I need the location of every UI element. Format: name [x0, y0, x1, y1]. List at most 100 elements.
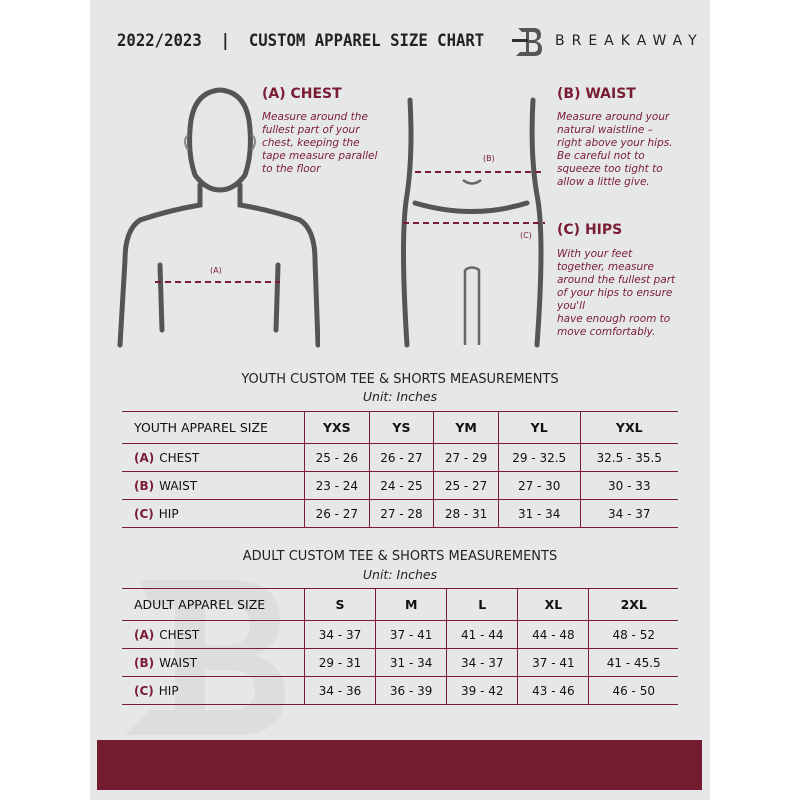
size-value-cell: 36 - 39 — [375, 676, 447, 705]
size-value-cell: 46 - 50 — [588, 676, 678, 705]
measurement-code: (C) — [134, 506, 154, 521]
size-column-header: YXS — [304, 411, 370, 444]
table-row: (C) HIP 34 - 36 36 - 39 39 - 42 43 - 46 46 - 5… — [122, 676, 678, 705]
waist-heading: (B) WAIST — [557, 86, 636, 102]
size-column-header: YL — [497, 411, 581, 444]
description-line: Measure around your — [557, 111, 670, 123]
description-line: chest, keeping the — [262, 137, 360, 149]
size-column-header: 2XL — [588, 588, 678, 621]
adult-section-title: ADULT CUSTOM TEE & SHORTS MEASUREMENTS — [242, 549, 558, 564]
size-value-cell: 44 - 48 — [517, 620, 589, 649]
size-value-cell: 26 - 27 — [368, 443, 434, 472]
youth-size-table: YOUTH APPAREL SIZE YXS YS YM YL YXL (A) CHEST 25… — [122, 411, 678, 528]
brand-name: BREAKAWAY — [555, 33, 704, 49]
adult-size-table: ADULT APPAREL SIZE S M L XL 2XL (A) CHEST 34 - 3… — [122, 588, 678, 705]
size-value-cell: 26 - 27 — [304, 499, 370, 528]
size-value-cell: 34 - 36 — [303, 676, 376, 705]
waist-line-label: (B) — [483, 154, 495, 163]
size-value-cell: 31 - 34 — [497, 499, 581, 528]
measurement-label: (B) WAIST — [122, 648, 305, 677]
youth-section-title: YOUTH CUSTOM TEE & SHORTS MEASUREMENTS — [241, 372, 559, 387]
description-line: together, measure — [557, 261, 654, 273]
size-value-cell: 48 - 52 — [588, 620, 678, 649]
size-value-cell: 24 - 25 — [368, 471, 434, 500]
description-line: Be careful not to — [557, 150, 645, 162]
size-row-label: YOUTH APPAREL SIZE — [122, 411, 305, 444]
measurement-code: (A) — [134, 450, 155, 465]
measurement-code: (B) — [134, 478, 155, 493]
size-value-cell: 37 - 41 — [375, 620, 447, 649]
chest-line-label: (A) — [210, 266, 222, 275]
table-row: (C) HIP 26 - 27 27 - 28 28 - 31 31 - 34 34 - 3… — [122, 499, 678, 528]
description-line: fullest part of your — [262, 124, 360, 136]
size-value-cell: 27 - 28 — [368, 499, 434, 528]
table-header-row: ADULT APPAREL SIZE S M L XL 2XL — [122, 588, 678, 621]
size-value-cell: 29 - 32.5 — [497, 443, 581, 472]
measurement-code: (B) — [134, 655, 155, 670]
table-row: (A) CHEST 25 - 26 26 - 27 27 - 29 29 - 32.5 32… — [122, 443, 678, 472]
description-line: around the fullest part — [557, 274, 676, 286]
description-line: of your hips to ensure — [557, 287, 673, 299]
size-column-header: YS — [368, 411, 434, 444]
description-line: squeeze too tight to — [557, 163, 663, 175]
upper-body-figure — [117, 87, 320, 348]
size-column-header: M — [375, 588, 447, 621]
size-value-cell: 29 - 31 — [303, 648, 376, 677]
measurement-name: HIP — [158, 506, 179, 521]
measurement-label: (B) WAIST — [122, 471, 305, 500]
measurement-label: (C) HIP — [122, 499, 305, 528]
size-column-header: S — [303, 588, 376, 621]
size-column-header: XL — [517, 588, 589, 621]
description-line: right above your hips. — [557, 137, 673, 149]
lower-body-figure — [401, 97, 545, 348]
size-column-header: YXL — [579, 411, 678, 444]
size-value-cell: 34 - 37 — [303, 620, 376, 649]
size-value-cell: 32.5 - 35.5 — [579, 443, 678, 472]
breakaway-logo-icon — [512, 28, 542, 56]
size-value-cell: 37 - 41 — [517, 648, 589, 677]
measurement-name: WAIST — [159, 655, 198, 670]
size-value-cell: 43 - 46 — [517, 676, 589, 705]
hips-heading: (C) HIPS — [557, 222, 623, 238]
size-value-cell: 31 - 34 — [375, 648, 447, 677]
size-value-cell: 27 - 29 — [433, 443, 499, 472]
hips-line-label: (C) — [520, 231, 532, 240]
size-value-cell: 25 - 26 — [304, 443, 370, 472]
size-value-cell: 41 - 45.5 — [588, 648, 678, 677]
table-row: (B) WAIST 23 - 24 24 - 25 25 - 27 27 - 30 30 -… — [122, 471, 678, 500]
hips-description: With your feet together, measure around th… — [557, 248, 675, 339]
size-value-cell: 30 - 33 — [579, 471, 678, 500]
measurement-label: (C) HIP — [122, 676, 305, 705]
description-line: With your feet — [557, 248, 633, 260]
description-line: to the floor — [262, 163, 321, 175]
size-value-cell: 23 - 24 — [304, 471, 370, 500]
size-value-cell: 39 - 42 — [446, 676, 518, 705]
description-line: move comfortably. — [557, 326, 656, 338]
youth-unit: Unit: Inches — [362, 389, 438, 404]
measurement-name: WAIST — [159, 478, 198, 493]
measurement-name: CHEST — [159, 450, 200, 465]
table-row: (B) WAIST 29 - 31 31 - 34 34 - 37 37 - 41 41 -… — [122, 648, 678, 677]
description-line: have enough room to — [557, 313, 671, 325]
measurement-label: (A) CHEST — [122, 620, 305, 649]
table-row: (A) CHEST 34 - 37 37 - 41 41 - 44 44 - 48 48 -… — [122, 620, 678, 649]
table-header-row: YOUTH APPAREL SIZE YXS YS YM YL YXL — [122, 411, 678, 444]
chest-heading: (A) CHEST — [262, 86, 342, 102]
size-column-header: L — [446, 588, 518, 621]
measurement-name: CHEST — [159, 627, 200, 642]
measurement-code: (C) — [134, 683, 154, 698]
measurement-label: (A) CHEST — [122, 443, 305, 472]
chest-description: Measure around the fullest part of your ch… — [262, 111, 377, 176]
adult-unit: Unit: Inches — [362, 567, 438, 582]
size-value-cell: 27 - 30 — [497, 471, 581, 500]
size-value-cell: 25 - 27 — [433, 471, 499, 500]
size-value-cell: 34 - 37 — [579, 499, 678, 528]
measurement-name: HIP — [158, 683, 179, 698]
page-title: 2022/2023 | CUSTOM APPAREL SIZE CHART — [117, 31, 485, 51]
waist-description: Measure around your natural waistline – ri… — [557, 111, 673, 189]
measurement-code: (A) — [134, 627, 155, 642]
size-value-cell: 28 - 31 — [433, 499, 499, 528]
size-column-header: YM — [433, 411, 499, 444]
description-line: tape measure parallel — [262, 150, 378, 162]
description-line: you'll — [557, 300, 586, 312]
